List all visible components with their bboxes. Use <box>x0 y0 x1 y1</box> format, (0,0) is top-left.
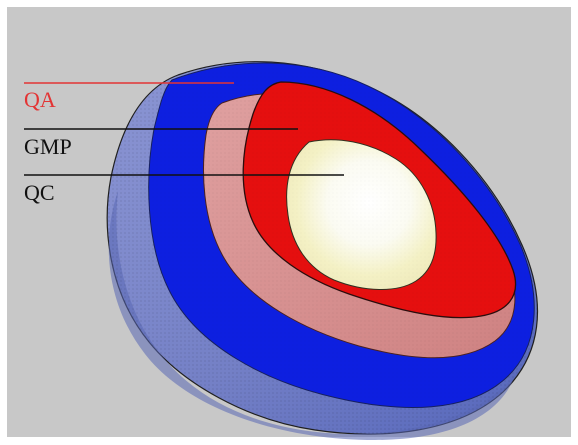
label-gmp: GMP <box>24 134 72 159</box>
outer-shell-shadow <box>108 191 515 440</box>
inner-core-texture <box>286 139 437 290</box>
label-qc: QC <box>24 180 55 205</box>
label-qa: QA <box>24 87 56 112</box>
